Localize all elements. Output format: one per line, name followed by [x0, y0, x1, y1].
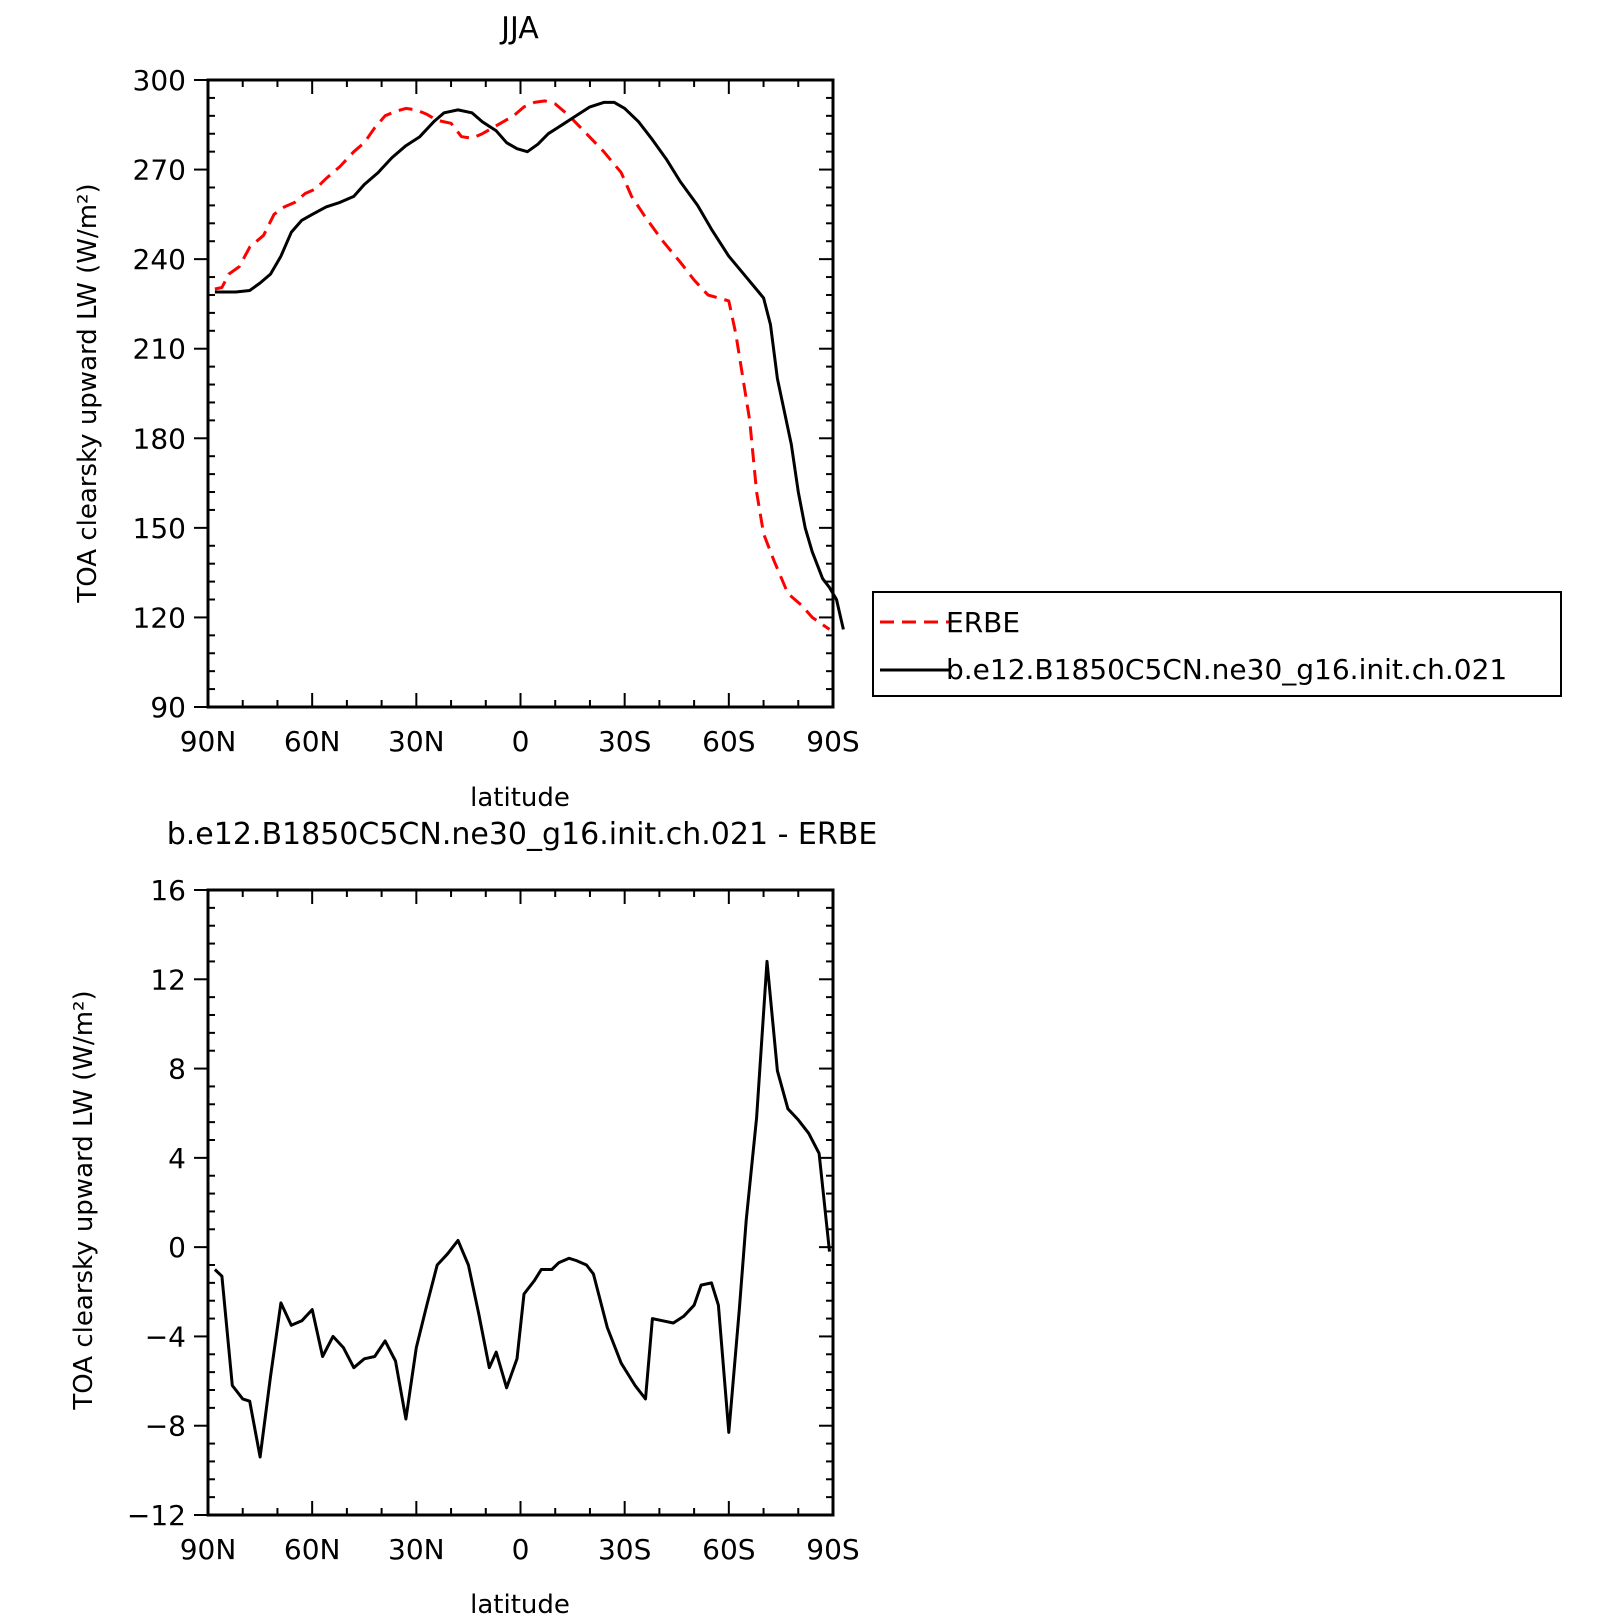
top-series-line-0: [214, 99, 831, 631]
top-ytick-label: 120: [133, 601, 186, 634]
bottom-ytick-label: −4: [145, 1320, 186, 1353]
bottom-ytick-label: −12: [127, 1499, 186, 1532]
top-xtick-label: 90S: [806, 725, 859, 758]
bottom-ytick-label: 16: [150, 874, 186, 907]
top-ytick-label: 180: [133, 422, 186, 455]
bottom-series-line-0: [213, 959, 831, 1459]
top-yaxis-label: TOA clearsky upward LW (W/m²): [73, 183, 103, 603]
bottom-xtick-label: 90N: [180, 1533, 237, 1566]
top-ytick-label: 240: [133, 243, 186, 276]
bottom-tick-labels: 90N 60N 30N 0 30S 60S 90S −12 −8 −4 0 4 8 12 16: [127, 874, 860, 1566]
bottom-yaxis-label: TOA clearsky upward LW (W/m²): [69, 990, 99, 1410]
bottom-ytick-label: 12: [150, 963, 186, 996]
bottom-xtick-label: 60S: [702, 1533, 755, 1566]
top-series-line-1: [214, 100, 845, 630]
bottom-xaxis-label: latitude: [470, 1590, 570, 1619]
legend: ERBE b.e12.B1850C5CN.ne30_g16.init.ch.02…: [872, 591, 1562, 697]
bottom-plot-frame: [206, 888, 835, 1517]
top-plot-title: JJA: [499, 11, 539, 46]
bottom-xtick-label: 60N: [284, 1533, 341, 1566]
top-ytick-label: 300: [133, 64, 186, 97]
top-ytick-label: 270: [133, 154, 186, 187]
bottom-xtick-label: 90S: [806, 1533, 859, 1566]
legend-label-model: b.e12.B1850C5CN.ne30_g16.init.ch.021: [946, 653, 1507, 686]
bottom-xtick-label: 0: [512, 1533, 530, 1566]
bottom-xtick-label: 30N: [388, 1533, 445, 1566]
bottom-panel: b.e12.B1850C5CN.ne30_g16.init.ch.021 - E…: [69, 817, 877, 1619]
top-ytick-label: 90: [150, 691, 186, 724]
bottom-ytick-label: 8: [168, 1053, 186, 1086]
legend-label-erbe: ERBE: [946, 606, 1020, 639]
top-plot-frame: [206, 78, 835, 709]
bottom-ytick-label: 4: [168, 1142, 186, 1175]
top-xtick-label: 30S: [598, 725, 651, 758]
bottom-series-lines: [213, 959, 831, 1459]
top-ytick-label: 210: [133, 333, 186, 366]
bottom-ytick-label: 0: [168, 1231, 186, 1264]
top-tick-labels: 90N 60N 30N 0 30S 60S 90S 90 120 150 180 210 240 270 3…: [133, 64, 860, 758]
bottom-plot-title: b.e12.B1850C5CN.ne30_g16.init.ch.021 - E…: [167, 817, 878, 852]
top-xtick-label: 60N: [284, 725, 341, 758]
top-xaxis-label: latitude: [470, 783, 570, 813]
top-ytick-label: 150: [133, 512, 186, 545]
top-series-lines: [214, 99, 845, 631]
bottom-xtick-label: 30S: [598, 1533, 651, 1566]
top-xtick-label: 60S: [702, 725, 755, 758]
top-panel: JJA 90N 60N 30N 0 30S 60S 90S 90 120 150 180 210 240…: [73, 11, 860, 813]
top-xtick-label: 0: [512, 725, 530, 758]
bottom-ytick-label: −8: [145, 1410, 186, 1443]
top-xtick-label: 30N: [388, 725, 445, 758]
legend-box: [872, 591, 1562, 697]
top-xtick-label: 90N: [180, 725, 237, 758]
